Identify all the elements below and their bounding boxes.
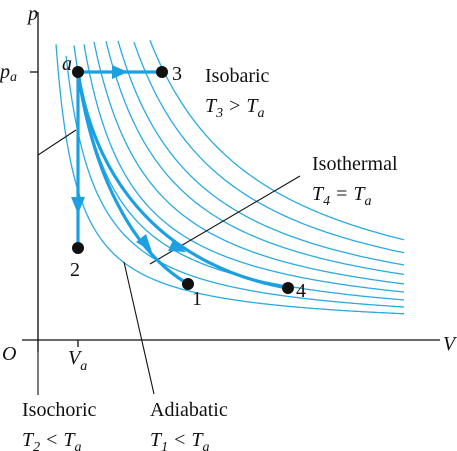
va-label: Va: [68, 347, 87, 374]
process-name: Isothermal: [312, 153, 398, 175]
process-relation: T4 = Ta: [312, 183, 372, 209]
symbol: T: [22, 429, 35, 451]
adiabatic-path: [76, 71, 189, 286]
pa-label: pa: [0, 61, 17, 85]
va-sub: a: [80, 359, 87, 374]
isochoric-leader: [37, 129, 77, 395]
pa-base: p: [0, 61, 10, 83]
isotherm: [93, 41, 405, 285]
point-label: a: [62, 53, 72, 75]
process-relation: T1 < Ta: [150, 429, 210, 451]
subscript: a: [258, 106, 265, 121]
process-name: Isobaric: [205, 65, 270, 87]
arrow: [112, 65, 128, 79]
origin-label: O: [2, 343, 16, 365]
operator: =: [336, 183, 347, 205]
operator: <: [174, 429, 185, 451]
process-relation: T3 > Ta: [205, 95, 265, 121]
subscript: 4: [323, 194, 330, 209]
point-a: [72, 66, 84, 78]
arrow: [168, 240, 186, 252]
isothermal-path: [76, 71, 289, 290]
isotherm: [149, 40, 405, 241]
operator: <: [46, 429, 57, 451]
point-label: 1: [192, 288, 202, 310]
subscript: 1: [161, 440, 168, 451]
point-1: [182, 278, 194, 290]
point-label: 4: [296, 280, 306, 302]
isotherm: [83, 44, 405, 293]
adiabatic-leader: [123, 261, 155, 395]
subscript: a: [203, 440, 210, 451]
v-axis-label: V: [443, 333, 457, 355]
subscript: 3: [215, 106, 223, 121]
va-base: V: [68, 347, 83, 369]
symbol: T: [191, 429, 204, 451]
isotherm: [133, 41, 405, 254]
isotherm: [105, 41, 405, 276]
point-label: 2: [70, 259, 80, 281]
point-3: [156, 66, 168, 78]
isotherm: [117, 40, 405, 266]
process-name: Adiabatic: [150, 399, 228, 421]
symbol: T: [63, 429, 76, 451]
arrow: [136, 234, 152, 252]
symbol: T: [150, 429, 163, 451]
process-name: Isochoric: [22, 399, 97, 421]
process-relation: T2 < Ta: [22, 429, 82, 451]
p-axis-label: p: [26, 3, 38, 25]
isotherm: [55, 44, 404, 315]
point-2: [72, 242, 84, 254]
subscript: a: [365, 194, 372, 209]
operator: >: [229, 95, 240, 117]
subscript: a: [75, 440, 82, 451]
point-label: 3: [172, 63, 182, 85]
point-4: [282, 282, 294, 294]
symbol: T: [205, 95, 218, 117]
pa-sub: a: [10, 70, 17, 85]
symbol: T: [312, 183, 325, 205]
isotherm: [65, 55, 405, 308]
isotherm-curves: [55, 40, 405, 315]
symbol: T: [246, 95, 259, 117]
arrow: [71, 197, 85, 214]
subscript: 2: [33, 440, 40, 451]
symbol: T: [353, 183, 366, 205]
